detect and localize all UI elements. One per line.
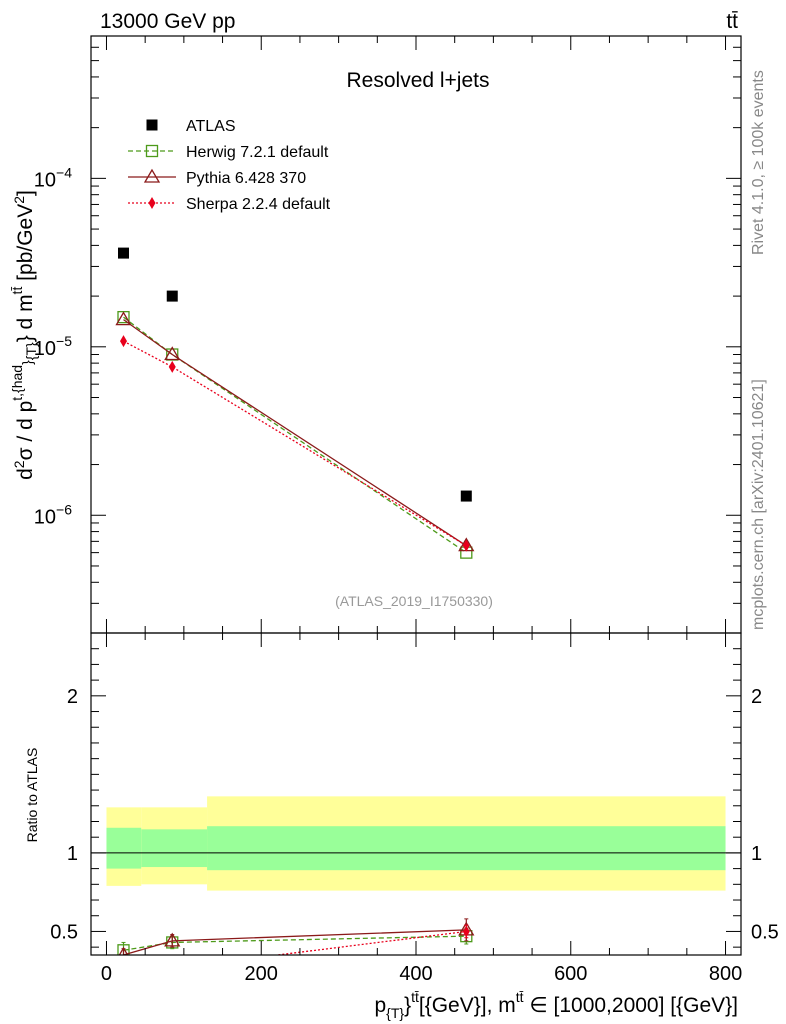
legend-entry-atlas: ATLAS [146, 118, 236, 135]
legend-entry-sherpa: Sherpa 2.2.4 default [128, 196, 331, 213]
ratio-point-pythia [118, 946, 129, 955]
x-tick-label: 0 [101, 963, 112, 985]
ratio-line-sherpa [272, 930, 467, 955]
header-process: 13000 GeV pp [100, 10, 235, 33]
data-point-atlas [166, 290, 178, 302]
y-tick-label: 10−6 [34, 501, 72, 528]
ratio-point-herwig [117, 944, 130, 955]
series-pythia [115, 311, 475, 552]
series-line-sherpa [123, 340, 467, 547]
ratio-y-tick-label: 1 [67, 843, 78, 865]
ratio-point-pythia [164, 932, 181, 947]
y-tick-label-base: 10 [34, 506, 56, 528]
data-point-atlas [118, 247, 129, 259]
ratio-y-tick-label-right: 0.5 [751, 921, 779, 943]
ratio-panel: 0.5 0.5 1 1 2 2 0 200 400 600 800 [50, 632, 779, 985]
main-panel: 10−610−510−4 Resolved l+jets (ATLAS_2019… [34, 35, 742, 634]
legend-label-pythia: Pythia 6.428 370 [186, 170, 306, 187]
ratio-y-tick-label-right: 2 [751, 686, 762, 708]
data-point-pythia [164, 346, 181, 361]
y-tick-label: 10−5 [34, 333, 72, 360]
y-tick-label-exponent: −6 [56, 501, 72, 517]
x-axis-label: p{T}}tt̄[{GeV}], mtt̄ ∈ [1000,2000] [{Ge… [374, 989, 738, 1021]
series-sherpa [120, 335, 470, 552]
y-tick-label-exponent: −5 [56, 333, 72, 349]
ratio-y-tick-label: 2 [67, 686, 78, 708]
ratio-series-herwig [117, 927, 473, 955]
legend-entry-pythia: Pythia 6.428 370 [128, 168, 306, 187]
x-tick-label: 400 [399, 963, 432, 985]
ratio-y-axis-label: Ratio to ATLAS [24, 748, 40, 843]
data-point-sherpa [120, 335, 127, 348]
y-tick-label: 10−4 [34, 164, 72, 191]
legend-label-atlas: ATLAS [186, 118, 236, 135]
ratio-frame [90, 632, 742, 956]
legend-label-sherpa: Sherpa 2.2.4 default [186, 196, 331, 213]
legend: ATLAS Herwig 7.2.1 default Pythia 6.428 37… [128, 118, 331, 213]
y-tick-label-base: 10 [34, 169, 56, 191]
data-point-sherpa [462, 539, 470, 552]
rivet-version-label: Rivet 4.1.0, ≥ 100k events [750, 70, 767, 255]
data-point-sherpa [168, 360, 176, 373]
uncertainty-band-inner [141, 829, 208, 868]
legend-marker-herwig [145, 144, 159, 158]
analysis-watermark: (ATLAS_2019_I1750330) [335, 593, 493, 609]
x-tick-label: 200 [245, 963, 278, 985]
mcplots-reference-label: mcplots.cern.ch [arXiv:2401.10621] [750, 379, 767, 630]
uncertainty-band-inner [207, 826, 726, 871]
series-atlas [118, 247, 472, 502]
series-line-pythia [123, 319, 467, 547]
ratio-series-sherpa [211, 924, 470, 969]
ratio-y-tick-label: 0.5 [50, 921, 78, 943]
legend-entry-herwig: Herwig 7.2.1 default [128, 144, 329, 161]
legend-marker-atlas [146, 119, 158, 131]
x-tick-label: 800 [709, 963, 742, 985]
ratio-point-sherpa [211, 957, 218, 969]
y-tick-label-exponent: −4 [56, 164, 72, 180]
uncertainty-band-inner [106, 827, 142, 869]
data-point-pythia [115, 311, 132, 326]
data-point-atlas [460, 490, 472, 502]
legend-marker-sherpa [148, 197, 156, 209]
ratio-y-tick-label-right: 1 [751, 843, 762, 865]
legend-label-herwig: Herwig 7.2.1 default [186, 144, 329, 161]
chart-title: Resolved l+jets [347, 69, 490, 92]
x-tick-label: 600 [554, 963, 587, 985]
legend-marker-pythia [143, 168, 161, 183]
header-final-state: tt̄ [726, 10, 738, 33]
y-tick-label-base: 10 [34, 338, 56, 360]
y-axis-label: d2σ / d pt,{had}{T}} d mtt̄ [pb/GeV2] [9, 190, 39, 480]
ratio-point-sherpa [462, 925, 470, 938]
